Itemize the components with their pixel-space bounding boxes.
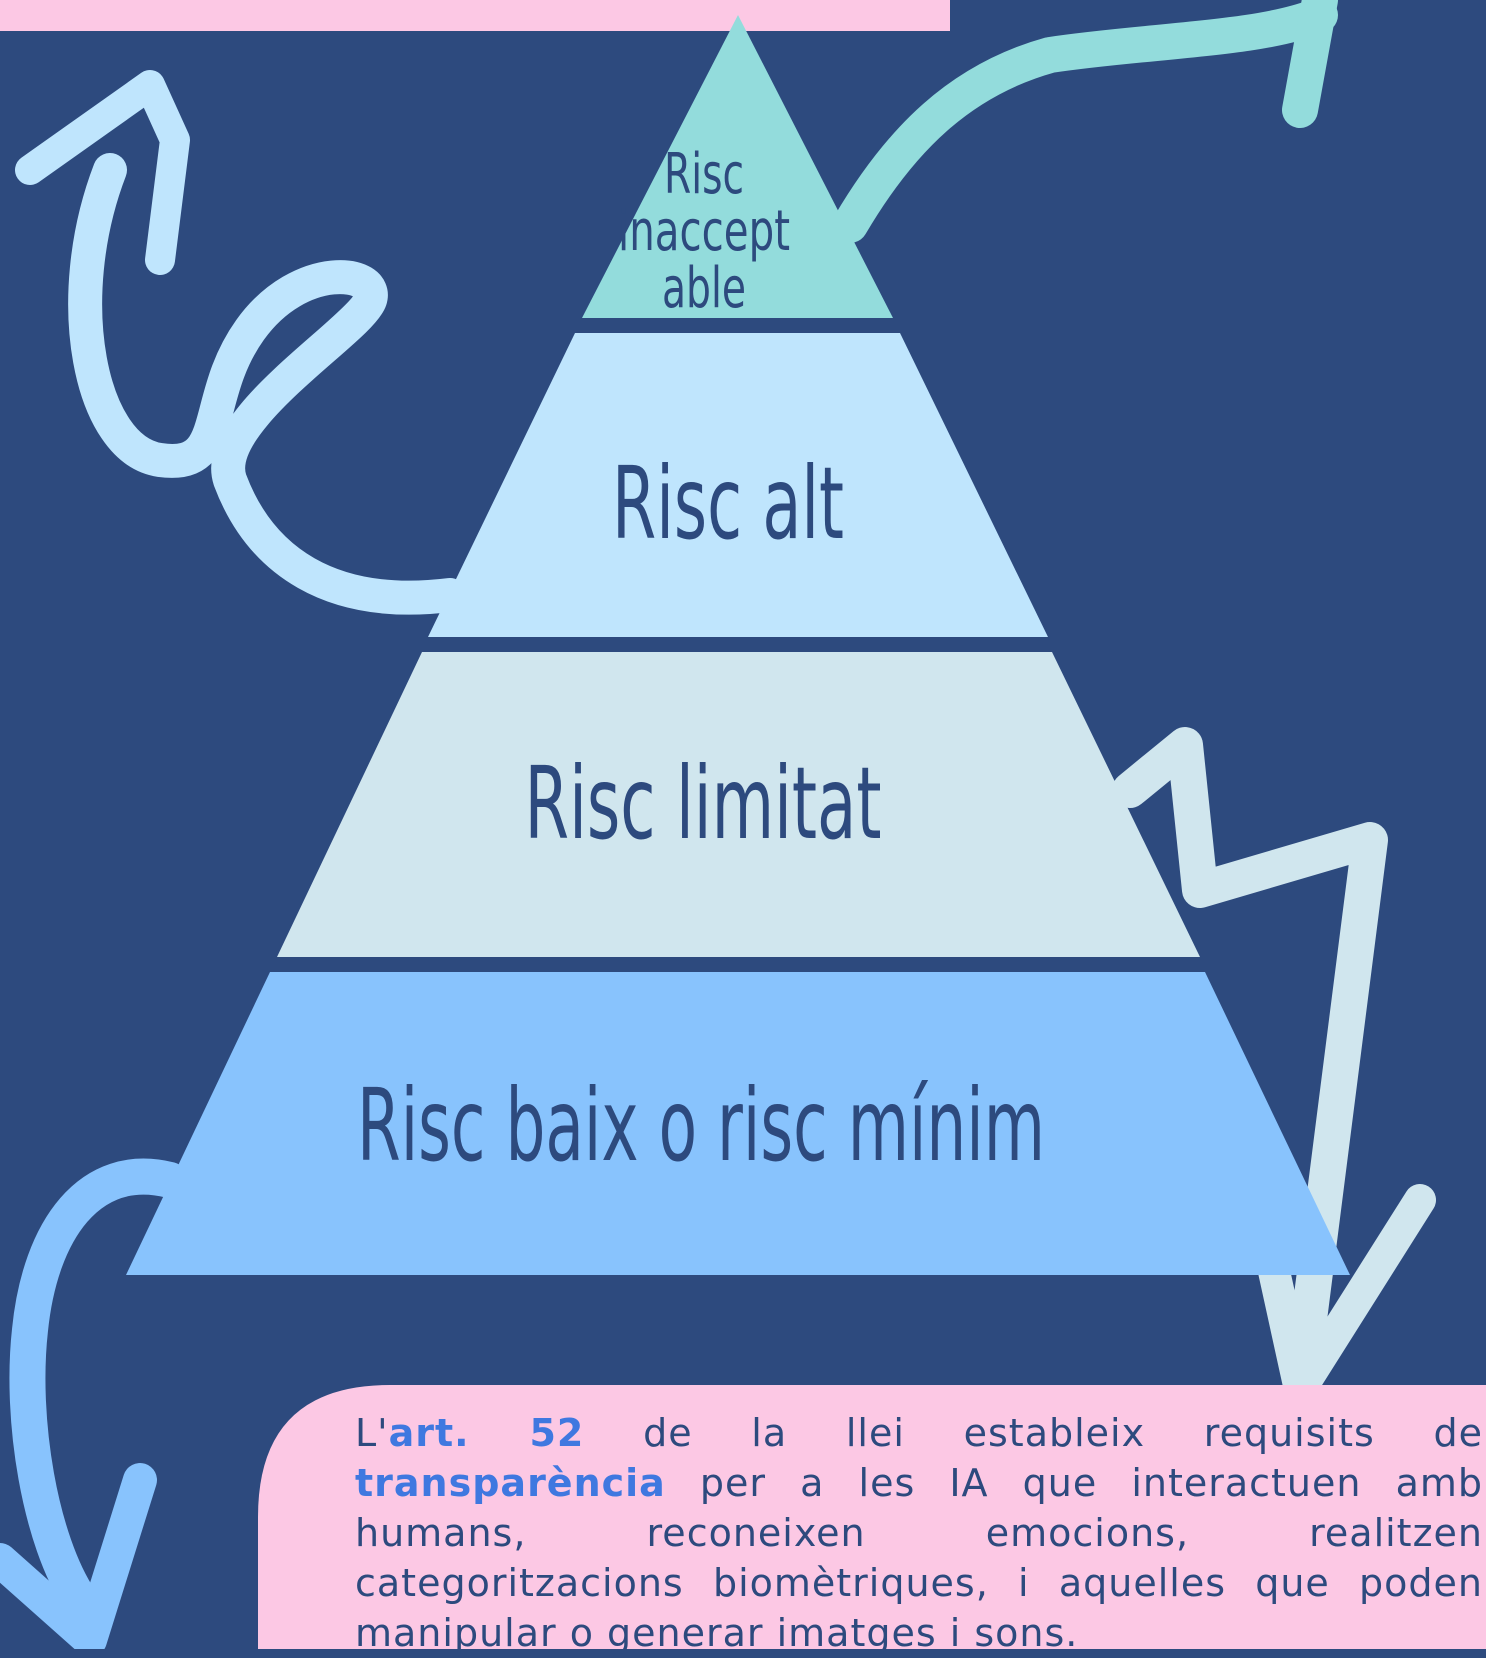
level-label: Risc (664, 142, 744, 207)
level-label: Risc baix o risc mínim (357, 1067, 1045, 1184)
level-label: able (662, 256, 746, 321)
note-segment: L' (355, 1411, 389, 1455)
level-label: Risc limitat (525, 745, 882, 862)
level-label: Risc alt (612, 445, 844, 562)
note-segment: de la llei estableix requisits de (584, 1411, 1483, 1455)
page: Risc inaccept able Risc alt Risc limitat… (0, 0, 1486, 1649)
note-text: L'art. 52 de la llei estableix requisits… (355, 1408, 1483, 1658)
diagram: Risc inaccept able Risc alt Risc limitat… (0, 0, 1486, 1649)
note-highlight: art. 52 (389, 1411, 585, 1455)
top-band (0, 0, 950, 31)
level-label: inaccept (618, 199, 790, 264)
note-highlight: transparència (355, 1461, 666, 1505)
